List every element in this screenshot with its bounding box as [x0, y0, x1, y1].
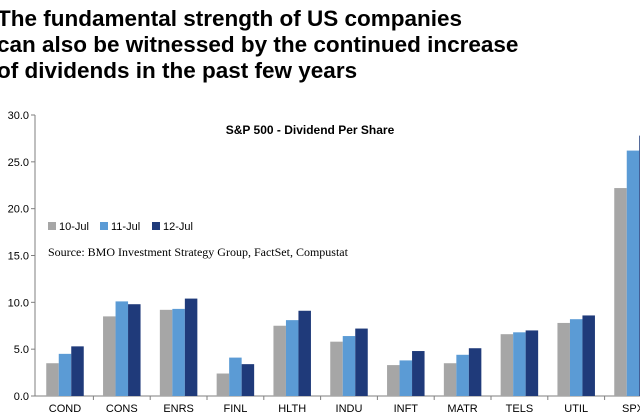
- x-tick-label: INFT: [394, 403, 419, 415]
- bar-spx-11-jul: [626, 150, 640, 396]
- chart-title: S&P 500 - Dividend Per Share: [226, 123, 395, 137]
- x-tick-label: ENRS: [163, 403, 194, 415]
- bar-finl-10-jul: [216, 373, 230, 396]
- y-tick-label: 10.0: [8, 297, 29, 309]
- bar-spx-10-jul: [614, 188, 627, 396]
- y-tick-label: 25.0: [8, 157, 29, 169]
- bar-finl-12-jul: [241, 364, 255, 396]
- legend-swatch: [100, 222, 108, 230]
- bar-matr-12-jul: [468, 348, 482, 396]
- legend-label: 11-Jul: [111, 221, 140, 233]
- x-tick-label: MATR: [447, 403, 477, 415]
- bar-indu-11-jul: [342, 336, 356, 396]
- bar-util-10-jul: [557, 322, 570, 396]
- bar-inft-10-jul: [387, 365, 400, 396]
- y-tick-label: 30.0: [8, 110, 29, 122]
- bar-cond-10-jul: [46, 363, 59, 396]
- bar-enrs-12-jul: [184, 298, 198, 396]
- bar-hlth-12-jul: [298, 310, 311, 396]
- x-tick-label: UTIL: [564, 403, 588, 415]
- headline-line-2: can also be witnessed by the continued i…: [0, 32, 519, 57]
- bar-cons-10-jul: [103, 316, 116, 396]
- bar-indu-12-jul: [355, 328, 368, 396]
- bar-enrs-11-jul: [172, 308, 185, 396]
- x-tick-label: SPX: [622, 403, 640, 415]
- legend-swatch: [48, 222, 56, 230]
- bar-matr-10-jul: [443, 363, 457, 396]
- bar-inft-11-jul: [399, 360, 413, 396]
- y-tick-label: 0.0: [14, 391, 29, 403]
- x-tick-label: TELS: [506, 403, 534, 415]
- x-tick-label: COND: [49, 403, 81, 415]
- y-tick-label: 15.0: [8, 251, 29, 263]
- bar-tels-10-jul: [500, 334, 514, 396]
- legend: 10-Jul 11-Jul 12-Jul: [48, 221, 193, 233]
- headline: The fundamental strength of US companies…: [0, 6, 637, 84]
- y-tick-label: 20.0: [8, 204, 29, 216]
- bar-cond-12-jul: [71, 346, 84, 396]
- x-tick-label: FINL: [223, 403, 247, 415]
- bar-hlth-11-jul: [285, 320, 299, 396]
- bar-cons-12-jul: [128, 304, 141, 396]
- x-tick-label: INDU: [336, 403, 363, 415]
- source-note: Source: BMO Investment Strategy Group, F…: [48, 245, 349, 259]
- bars: [46, 135, 640, 397]
- bar-matr-11-jul: [456, 354, 469, 396]
- bar-finl-11-jul: [229, 357, 242, 396]
- legend-swatch: [152, 222, 160, 230]
- headline-line-1: The fundamental strength of US companies: [0, 6, 463, 31]
- bar-enrs-10-jul: [159, 309, 173, 396]
- bar-tels-11-jul: [513, 332, 526, 396]
- y-axis: 0.0 5.0 10.0 15.0 20.0 25.0 30.0: [8, 110, 36, 403]
- bar-util-12-jul: [582, 315, 595, 396]
- legend-label: 10-Jul: [59, 221, 89, 233]
- bar-indu-10-jul: [330, 341, 343, 396]
- legend-label: 12-Jul: [163, 221, 193, 233]
- headline-line-3: of dividends in the past few years: [0, 58, 358, 83]
- x-axis: COND CONS ENRS FINL HLTH INDU INFT MATR TELS UTIL…: [35, 395, 640, 415]
- bar-util-11-jul: [569, 319, 583, 396]
- x-tick-label: CONS: [106, 403, 138, 415]
- bar-cons-11-jul: [115, 301, 129, 396]
- bar-hlth-10-jul: [273, 325, 286, 396]
- bar-cond-11-jul: [58, 353, 72, 396]
- bar-inft-12-jul: [412, 351, 425, 396]
- x-tick-label: HLTH: [278, 403, 306, 415]
- bar-tels-12-jul: [525, 330, 539, 396]
- y-tick-label: 5.0: [14, 344, 29, 356]
